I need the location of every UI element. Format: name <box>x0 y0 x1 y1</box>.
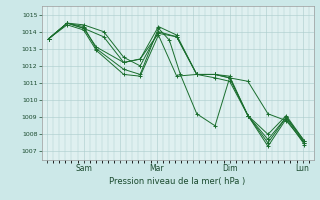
X-axis label: Pression niveau de la mer( hPa ): Pression niveau de la mer( hPa ) <box>109 177 246 186</box>
